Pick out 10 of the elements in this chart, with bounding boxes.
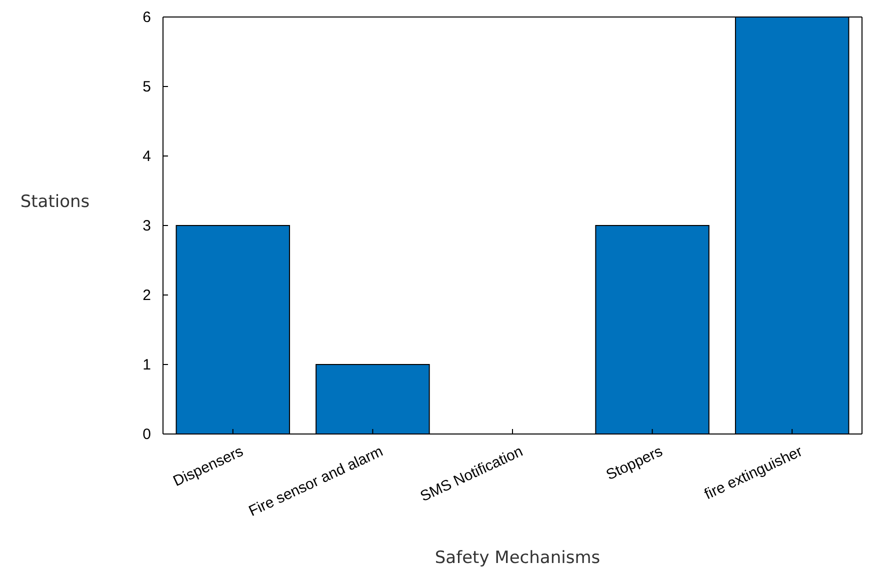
x-axis-title: Safety Mechanisms — [434, 548, 600, 568]
y-tick-label: 0 — [142, 426, 151, 443]
y-tick-label: 5 — [142, 78, 151, 96]
y-tick-label: 3 — [142, 217, 151, 234]
y-axis-title: Stations — [20, 192, 90, 212]
x-tick-label: Fire sensor and alarm — [246, 442, 386, 520]
y-tick-label: 1 — [142, 356, 151, 374]
y-tick-label: 6 — [142, 8, 151, 26]
y-tick-label: 4 — [142, 148, 151, 165]
y-tick-label: 2 — [142, 286, 151, 304]
